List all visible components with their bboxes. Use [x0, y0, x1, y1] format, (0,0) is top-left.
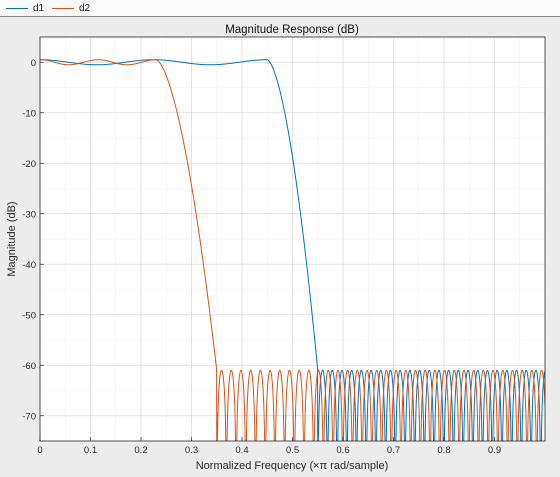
- x-tick-label: 0: [37, 445, 42, 456]
- y-tick-label: -20: [22, 159, 36, 170]
- y-axis: 0 -10 -20 -30 -40 -50 -60 -70: [22, 58, 44, 422]
- x-tick-label: 0.9: [488, 445, 501, 456]
- series-layer: [40, 59, 545, 441]
- legend-label-d1: d1: [33, 2, 45, 14]
- grid: [39, 36, 545, 441]
- x-tick-label: 0.3: [185, 445, 198, 456]
- y-tick-label: -60: [22, 361, 36, 372]
- y-tick-label: -10: [22, 108, 36, 119]
- series-line-d1: [40, 59, 545, 441]
- x-tick-label: 0.8: [437, 445, 450, 456]
- series-line-d2: [40, 59, 545, 441]
- legend-item-d1[interactable]: d1: [6, 1, 44, 15]
- legend-item-d2[interactable]: d2: [52, 1, 90, 15]
- x-tick-label: 0.2: [134, 445, 147, 456]
- legend: d1 d2: [0, 0, 560, 17]
- y-tick-label: -40: [22, 260, 36, 271]
- x-tick-label: 0.6: [336, 445, 349, 456]
- y-axis-title: Magnitude (dB): [6, 201, 18, 276]
- x-axis-title: Normalized Frequency (×π rad/sample): [196, 460, 389, 472]
- x-tick-label: 0.5: [286, 445, 299, 456]
- legend-swatch-d1: [6, 7, 28, 9]
- y-tick-label: -70: [22, 411, 36, 422]
- x-tick-label: 0.4: [235, 445, 248, 456]
- legend-label-d2: d2: [79, 2, 91, 14]
- chart-title: Magnitude Response (dB): [225, 24, 359, 36]
- y-tick-label: -30: [22, 209, 36, 220]
- y-tick-label: -50: [22, 310, 36, 321]
- x-tick-label: 0.7: [387, 445, 400, 456]
- x-axis: 0 0.1 0.2 0.3 0.4 0.5 0.6 0.7 0.8 0.9: [37, 437, 501, 456]
- legend-swatch-d2: [52, 7, 74, 9]
- y-tick-label: 0: [31, 58, 36, 69]
- x-tick-label: 0.1: [84, 445, 97, 456]
